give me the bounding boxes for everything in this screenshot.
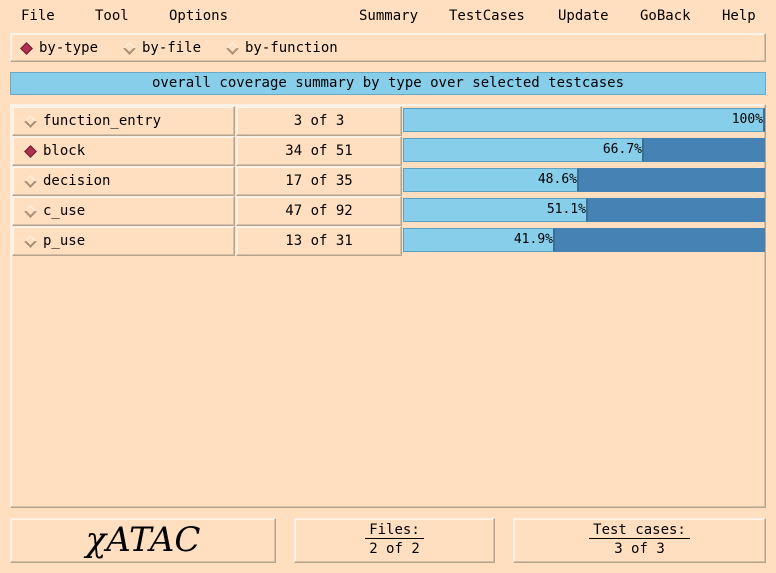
coverage-type-button[interactable]: block [12, 136, 235, 166]
radio-by-function[interactable]: by-function [225, 40, 338, 56]
coverage-count: 17 of 35 [236, 166, 402, 196]
coverage-type-button[interactable]: decision [12, 166, 235, 196]
testcases-status: Test cases: 3 of 3 [513, 518, 766, 563]
radio-by-file[interactable]: by-file [122, 40, 201, 56]
row-unselected-icon [24, 204, 37, 218]
coverage-count: 47 of 92 [236, 196, 402, 226]
menu-update[interactable]: Update [558, 8, 609, 24]
files-label: Files: [365, 519, 424, 539]
coverage-type-label: function_entry [43, 113, 162, 129]
files-status: Files: 2 of 2 [294, 518, 495, 563]
coverage-type-button[interactable]: c_use [12, 196, 235, 226]
coverage-type-label: c_use [43, 203, 86, 219]
menu-bar: File Tool Options Summary TestCases Upda… [0, 0, 776, 32]
coverage-row: block 34 of 51 66.7% [12, 136, 765, 166]
coverage-percent: 100% [731, 112, 763, 127]
coverage-bar-fill [403, 138, 644, 162]
summary-title: overall coverage summary by type over se… [10, 72, 766, 95]
coverage-summary-panel: function_entry 3 of 3 100% block 34 of 5… [10, 104, 766, 508]
row-selected-icon [24, 144, 37, 158]
radio-by-type[interactable]: by-type [19, 40, 98, 56]
coverage-row: p_use 13 of 31 41.9% [12, 226, 765, 256]
coverage-count: 3 of 3 [236, 106, 402, 136]
row-unselected-icon [24, 174, 37, 188]
radio-selected-icon [20, 41, 33, 55]
coverage-type-label: decision [43, 173, 111, 189]
coverage-type-button[interactable]: function_entry [12, 106, 235, 136]
menu-tool[interactable]: Tool [95, 8, 129, 24]
coverage-type-label: block [43, 143, 86, 159]
coverage-type-label: p_use [43, 233, 86, 249]
menu-help[interactable]: Help [722, 8, 756, 24]
menu-summary[interactable]: Summary [359, 8, 419, 24]
menu-file[interactable]: File [21, 8, 55, 24]
testcases-value: 3 of 3 [614, 541, 665, 557]
coverage-bar-fill [403, 108, 765, 132]
coverage-row: c_use 47 of 92 51.1% [12, 196, 765, 226]
menu-goback[interactable]: GoBack [640, 8, 691, 24]
coverage-bar-track: 100% [403, 108, 765, 132]
coverage-percent: 48.6% [537, 172, 577, 187]
radio-label: by-function [245, 40, 338, 56]
row-unselected-icon [24, 234, 37, 248]
coverage-bar-track: 48.6% [403, 168, 765, 192]
coverage-count: 34 of 51 [236, 136, 402, 166]
radio-unselected-icon [123, 41, 136, 55]
radio-unselected-icon [226, 41, 239, 55]
files-value: 2 of 2 [369, 541, 420, 557]
coverage-count: 13 of 31 [236, 226, 402, 256]
coverage-percent: 41.9% [513, 232, 553, 247]
coverage-row: function_entry 3 of 3 100% [12, 106, 765, 136]
coverage-bar-track: 66.7% [403, 138, 765, 162]
coverage-percent: 51.1% [546, 202, 586, 217]
coverage-type-button[interactable]: p_use [12, 226, 235, 256]
coverage-bar-track: 51.1% [403, 198, 765, 222]
coverage-row: decision 17 of 35 48.6% [12, 166, 765, 196]
coverage-bar-fill [403, 228, 555, 252]
menu-options[interactable]: Options [169, 8, 229, 24]
radio-label: by-file [142, 40, 202, 56]
app-logo: χATAC [10, 518, 276, 563]
coverage-bar-fill [403, 198, 588, 222]
row-unselected-icon [24, 114, 37, 128]
coverage-bar-track: 41.9% [403, 228, 765, 252]
coverage-percent: 66.7% [602, 142, 642, 157]
mode-selector: by-type by-file by-function [10, 33, 766, 62]
radio-label: by-type [39, 40, 99, 56]
testcases-label: Test cases: [589, 519, 690, 539]
menu-testcases[interactable]: TestCases [449, 8, 525, 24]
coverage-bar-fill [403, 168, 579, 192]
